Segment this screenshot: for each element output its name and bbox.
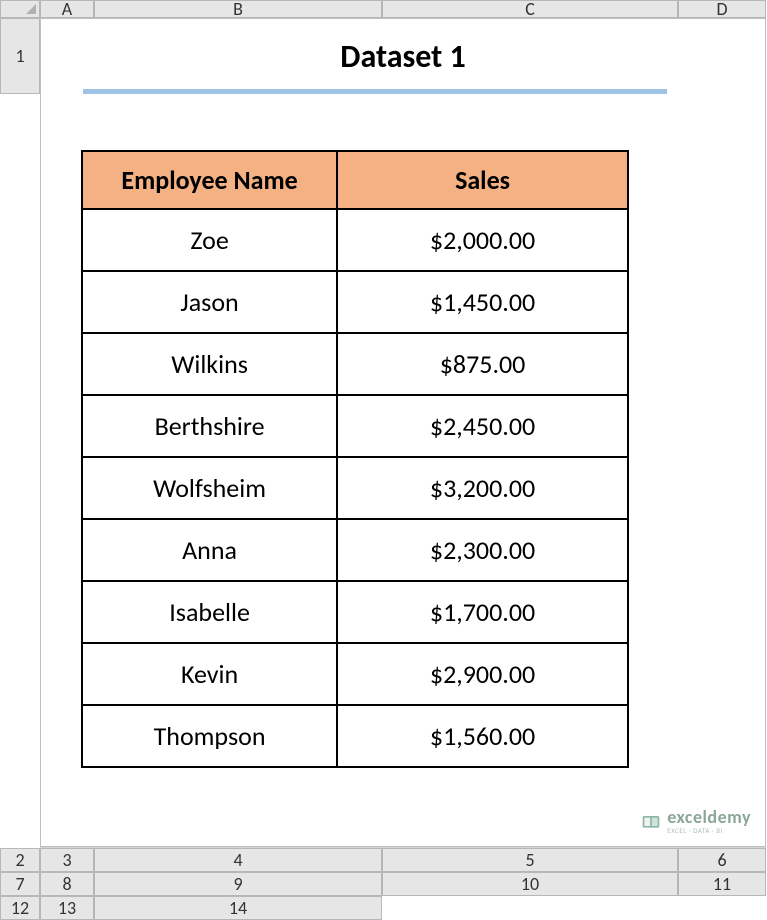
table-header-row: Employee Name Sales: [82, 151, 628, 209]
exceldemy-logo-icon: [641, 811, 661, 831]
content-area: Dataset 1 Employee Name Sales Zoe $2,000…: [40, 18, 766, 847]
column-header-A[interactable]: A: [40, 0, 94, 18]
cell-employee-name[interactable]: Isabelle: [82, 581, 337, 643]
spreadsheet-grid: A B C D 1 2 Dataset 1 Employee Name Sale…: [0, 0, 767, 920]
cell-sales[interactable]: $2,300.00: [337, 519, 628, 581]
column-header-B[interactable]: B: [94, 0, 382, 18]
column-header-C[interactable]: C: [382, 0, 678, 18]
table-row: Anna $2,300.00: [82, 519, 628, 581]
watermark-main: exceldemy: [667, 808, 751, 826]
row-header-1[interactable]: 1: [0, 18, 40, 94]
cell-employee-name[interactable]: Berthshire: [82, 395, 337, 457]
dataset-title: Dataset 1: [41, 37, 765, 76]
cell-sales[interactable]: $2,000.00: [337, 209, 628, 271]
cell-sales[interactable]: $875.00: [337, 333, 628, 395]
row-header-14[interactable]: 14: [94, 896, 382, 920]
cell-sales[interactable]: $2,900.00: [337, 643, 628, 705]
row-header-13[interactable]: 13: [40, 896, 94, 920]
row-header-11[interactable]: 11: [678, 872, 766, 896]
table-row: Wolfsheim $3,200.00: [82, 457, 628, 519]
row-header-3[interactable]: 3: [40, 848, 94, 872]
select-all-corner[interactable]: [0, 0, 40, 18]
table-row: Berthshire $2,450.00: [82, 395, 628, 457]
table-row: Kevin $2,900.00: [82, 643, 628, 705]
row-header-4[interactable]: 4: [94, 848, 382, 872]
cell-employee-name[interactable]: Zoe: [82, 209, 337, 271]
row-header-12[interactable]: 12: [0, 896, 40, 920]
row-header-7[interactable]: 7: [0, 872, 40, 896]
row-header-8[interactable]: 8: [40, 872, 94, 896]
cell-employee-name[interactable]: Anna: [82, 519, 337, 581]
cell-sales[interactable]: $1,560.00: [337, 705, 628, 767]
cell-sales[interactable]: $1,450.00: [337, 271, 628, 333]
table-row: Wilkins $875.00: [82, 333, 628, 395]
table-row: Jason $1,450.00: [82, 271, 628, 333]
row-header-6[interactable]: 6: [678, 848, 766, 872]
column-header-D[interactable]: D: [678, 0, 766, 18]
row-header-9[interactable]: 9: [94, 872, 382, 896]
row-header-10[interactable]: 10: [382, 872, 678, 896]
table-row: Zoe $2,000.00: [82, 209, 628, 271]
row-header-5[interactable]: 5: [382, 848, 678, 872]
cell-employee-name[interactable]: Wilkins: [82, 333, 337, 395]
header-employee-name[interactable]: Employee Name: [82, 151, 337, 209]
cell-employee-name[interactable]: Wolfsheim: [82, 457, 337, 519]
table-row: Isabelle $1,700.00: [82, 581, 628, 643]
cell-sales[interactable]: $1,700.00: [337, 581, 628, 643]
watermark: exceldemy EXCEL · DATA · BI: [641, 808, 751, 834]
employee-sales-table: Employee Name Sales Zoe $2,000.00 Jason …: [81, 150, 629, 768]
header-sales[interactable]: Sales: [337, 151, 628, 209]
cell-sales[interactable]: $2,450.00: [337, 395, 628, 457]
table-row: Thompson $1,560.00: [82, 705, 628, 767]
cell-sales[interactable]: $3,200.00: [337, 457, 628, 519]
cell-employee-name[interactable]: Thompson: [82, 705, 337, 767]
watermark-sub: EXCEL · DATA · BI: [667, 827, 751, 834]
cell-employee-name[interactable]: Kevin: [82, 643, 337, 705]
title-underline: [83, 89, 667, 94]
cell-employee-name[interactable]: Jason: [82, 271, 337, 333]
row-header-2[interactable]: 2: [0, 848, 40, 872]
